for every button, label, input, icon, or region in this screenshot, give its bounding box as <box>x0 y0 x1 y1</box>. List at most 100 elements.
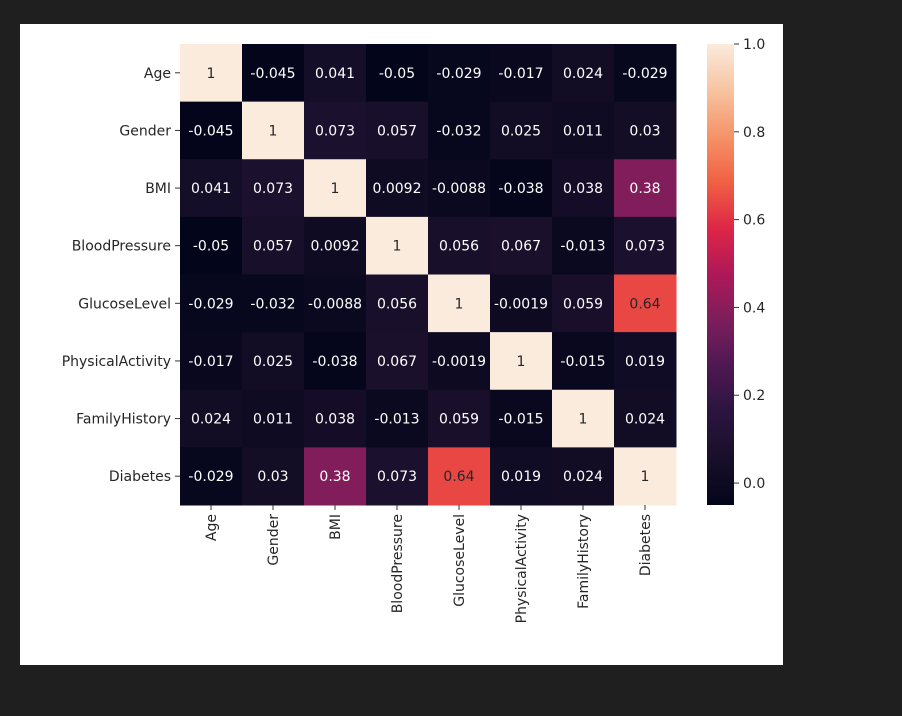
cell-annotation: -0.038 <box>498 181 543 197</box>
cell-annotation: 0.024 <box>563 66 603 82</box>
heatmap-cell <box>552 447 615 506</box>
cell-annotation: 0.057 <box>253 239 293 255</box>
chart-figure: 1 -0.045 0.041 -0.05 -0.029 -0.017 0.024 -0.029… <box>20 24 783 665</box>
x-tick-label: Age <box>204 514 220 541</box>
heatmap-cell <box>552 44 615 103</box>
cell-annotation: -0.032 <box>436 123 481 139</box>
y-tick-label: Age <box>144 66 171 82</box>
heatmap-cell <box>242 159 305 218</box>
y-tick-label: FamilyHistory <box>76 412 171 428</box>
heatmap-cell <box>428 44 491 103</box>
cell-annotation: -0.013 <box>560 239 605 255</box>
colorbar-tick-label: 0.4 <box>743 300 765 316</box>
cell-annotation: -0.038 <box>312 354 357 370</box>
cell-annotation: 0.03 <box>629 123 660 139</box>
heatmap-cell <box>490 101 553 160</box>
cell-annotation: 1 <box>269 123 278 139</box>
colorbar-tick-label: 1.0 <box>743 37 765 53</box>
cell-annotation: 0.056 <box>439 239 479 255</box>
cell-annotation: -0.015 <box>560 354 605 370</box>
cell-annotation: -0.029 <box>436 66 481 82</box>
y-tick-label: PhysicalActivity <box>62 354 171 370</box>
cell-annotation: 0.64 <box>443 469 474 485</box>
heatmap-cell <box>242 447 305 506</box>
heatmap-cell <box>366 447 429 506</box>
cell-annotation: 1 <box>641 469 650 485</box>
x-axis: Age Gender BMI BloodPressure GlucoseLevel Phy… <box>204 505 654 623</box>
x-tick-label: PhysicalActivity <box>514 514 530 623</box>
heatmap-cell <box>552 332 615 391</box>
cell-annotation: 0.041 <box>315 66 355 82</box>
cell-annotation: 0.011 <box>563 123 603 139</box>
y-tick-label: BloodPressure <box>72 239 171 255</box>
x-tick-label: FamilyHistory <box>576 514 592 609</box>
cell-annotation: 0.073 <box>377 469 417 485</box>
cell-annotation: 0.059 <box>563 296 603 312</box>
cell-annotation: -0.029 <box>188 296 233 312</box>
heatmap-cell <box>552 101 615 160</box>
heatmap-cell <box>180 216 243 275</box>
cell-annotation: 0.025 <box>253 354 293 370</box>
cell-annotation: -0.029 <box>622 66 667 82</box>
cell-annotation: 0.011 <box>253 412 293 428</box>
heatmap-cell <box>490 274 553 333</box>
cell-annotation: -0.015 <box>498 412 543 428</box>
heatmap-cell <box>614 332 677 391</box>
x-tick-label: BloodPressure <box>390 514 406 613</box>
cell-annotation: 0.024 <box>625 412 665 428</box>
cell-annotation: 1 <box>579 412 588 428</box>
cell-annotation: -0.0019 <box>494 296 548 312</box>
heatmap-cell <box>366 44 429 103</box>
heatmap-cell <box>180 447 243 506</box>
cell-annotation: 0.64 <box>629 296 660 312</box>
heatmap-cell <box>304 216 367 275</box>
cell-annotation: 0.0092 <box>373 181 422 197</box>
heatmap-cell <box>242 389 305 448</box>
heatmap-cell <box>180 101 243 160</box>
cell-annotation: 1 <box>331 181 340 197</box>
cell-annotation: -0.05 <box>193 239 229 255</box>
cell-annotation: 0.059 <box>439 412 479 428</box>
y-tick-label: BMI <box>145 181 171 197</box>
y-axis: Age Gender BMI BloodPressure GlucoseLevel Phy… <box>62 66 180 485</box>
heatmap-cells: 1 -0.045 0.041 -0.05 -0.029 -0.017 0.024 -0.029… <box>180 44 677 506</box>
cell-annotation: 1 <box>393 239 402 255</box>
cell-annotation: 0.073 <box>253 181 293 197</box>
x-tick-label: Gender <box>266 514 282 566</box>
cell-annotation: -0.017 <box>188 354 233 370</box>
heatmap-cell <box>490 332 553 391</box>
heatmap-cell <box>304 274 367 333</box>
heatmap-cell <box>366 101 429 160</box>
heatmap-cell <box>552 216 615 275</box>
colorbar: 0.0 0.2 0.4 0.6 0.8 1.0 <box>707 37 765 505</box>
heatmap-cell <box>428 274 491 333</box>
heatmap-cell <box>242 101 305 160</box>
cell-annotation: 0.038 <box>315 412 355 428</box>
y-tick-label: Diabetes <box>109 469 171 485</box>
heatmap-cell <box>428 159 491 218</box>
heatmap-cell <box>614 447 677 506</box>
heatmap-cell <box>428 389 491 448</box>
x-tick-label: Diabetes <box>638 514 654 576</box>
heatmap-cell <box>614 389 677 448</box>
cell-annotation: -0.0088 <box>308 296 362 312</box>
colorbar-gradient <box>707 44 734 505</box>
cell-annotation: 0.038 <box>563 181 603 197</box>
cell-annotation: 0.056 <box>377 296 417 312</box>
colorbar-tick-label: 0.2 <box>743 388 765 404</box>
x-tick-label: GlucoseLevel <box>452 514 468 607</box>
cell-annotation: 1 <box>455 296 464 312</box>
cell-annotation: -0.045 <box>188 123 233 139</box>
heatmap-cell <box>304 332 367 391</box>
cell-annotation: -0.0019 <box>432 354 486 370</box>
heatmap-cell <box>490 389 553 448</box>
heatmap-cell <box>490 216 553 275</box>
heatmap-cell <box>366 159 429 218</box>
heatmap-cell <box>180 389 243 448</box>
cell-annotation: 0.067 <box>377 354 417 370</box>
cell-annotation: 1 <box>207 66 216 82</box>
cell-annotation: 0.0092 <box>311 239 360 255</box>
heatmap-cell <box>304 159 367 218</box>
cell-annotation: 0.03 <box>257 469 288 485</box>
cell-annotation: -0.017 <box>498 66 543 82</box>
